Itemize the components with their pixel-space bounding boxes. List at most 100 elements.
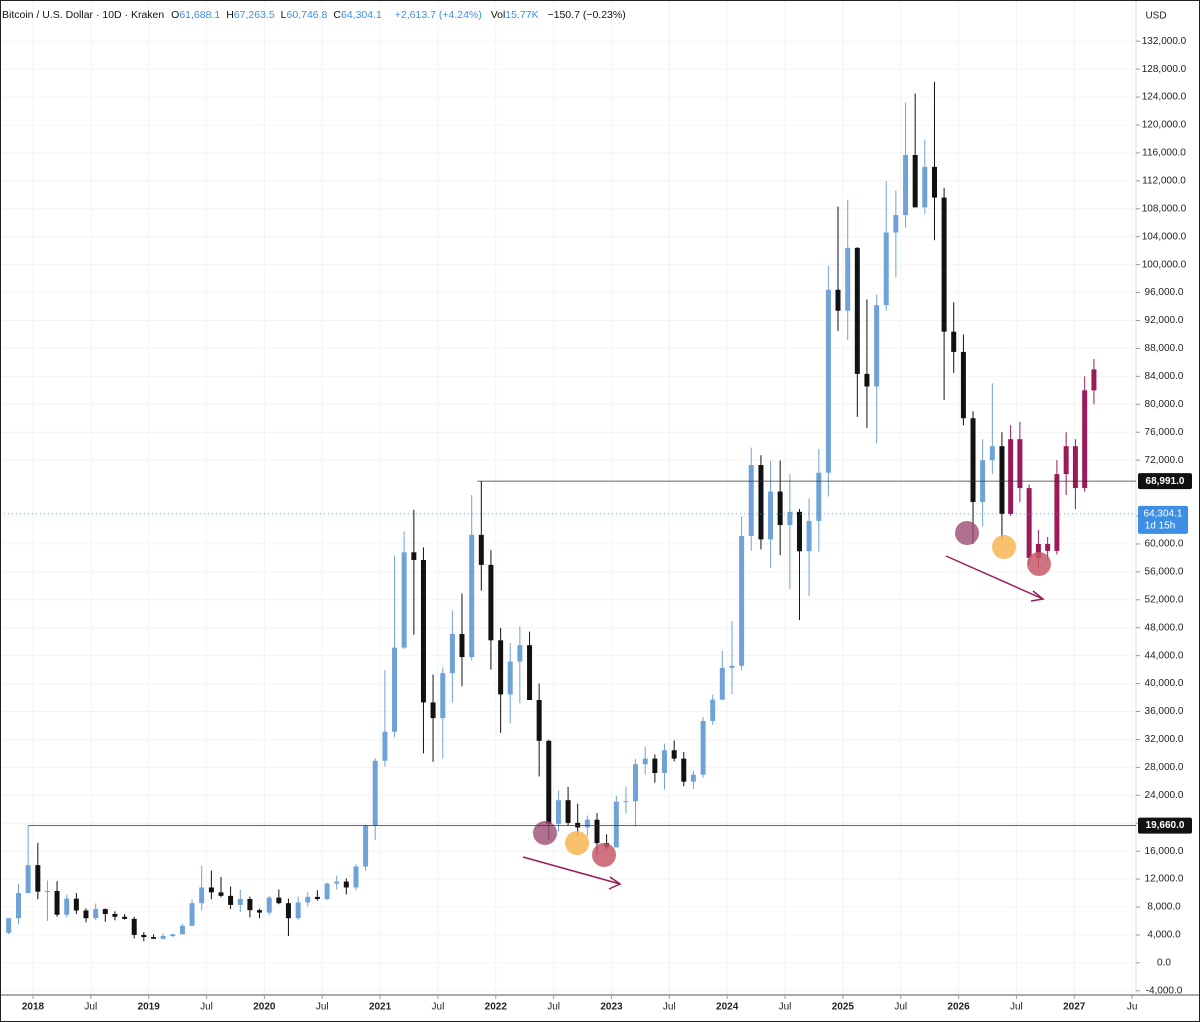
candle-body [768, 491, 774, 540]
candle-body [652, 758, 658, 773]
candle-body [1054, 474, 1060, 551]
candle-body [469, 534, 475, 658]
candle-body [189, 903, 195, 926]
y-tick-label: 100,000.0 [1142, 259, 1187, 270]
candle-body [642, 758, 648, 765]
candle-body [1035, 543, 1041, 558]
y-tick-label: 24,000.0 [1145, 790, 1184, 801]
candle-body [73, 898, 79, 911]
level-label: 19,660.0 [1146, 820, 1185, 831]
candle-body [247, 898, 253, 911]
legend-header: Bitcoin / U.S. Dollar · 10D · Kraken O61… [2, 9, 630, 21]
y-tick-label: 116,000.0 [1142, 148, 1186, 159]
candle-body [305, 896, 311, 903]
candle-body [1017, 439, 1023, 489]
candle-body [459, 634, 465, 658]
level-label: 68,991.0 [1146, 476, 1185, 487]
marker-circle [533, 821, 557, 845]
candle-body [758, 465, 764, 540]
candle-body [411, 552, 417, 560]
marker-circle [565, 831, 589, 855]
candle-body [6, 918, 12, 933]
vol-label: Vol [490, 9, 506, 21]
candle-body [16, 893, 22, 919]
x-tick-label: 2026 [947, 1002, 970, 1013]
candle-body [54, 890, 60, 915]
candle-body [970, 418, 976, 503]
candle-body [893, 215, 899, 233]
candle-body [131, 918, 137, 935]
candle-body [739, 535, 745, 666]
change: +2,613.7 (+4.24%) [394, 9, 482, 21]
candle-body [864, 373, 870, 387]
y-tick-label: 128,000.0 [1142, 64, 1187, 75]
candle-body [276, 897, 282, 904]
x-tick-label: Jul [432, 1002, 445, 1013]
y-tick-label: -4,000.0 [1146, 985, 1183, 996]
y-tick-label: 80,000.0 [1145, 399, 1184, 410]
candle-body [102, 909, 108, 915]
candle-body [112, 914, 118, 917]
x-tick-label: 2027 [1063, 1002, 1086, 1013]
candle-body [420, 559, 426, 703]
x-tick-label: Jul [84, 1002, 97, 1013]
y-tick-label: 4,000.0 [1147, 930, 1181, 941]
trend-arrow [945, 555, 1045, 602]
candle-body [854, 247, 860, 374]
candle-body [594, 819, 600, 844]
candle-body [363, 825, 369, 867]
x-tick-label: Jul [200, 1002, 213, 1013]
y-tick-label: 36,000.0 [1145, 706, 1184, 717]
candle-body [353, 866, 359, 888]
candle-body [661, 750, 667, 773]
candle-body [1045, 543, 1051, 551]
x-tick-label: 2019 [138, 1002, 161, 1013]
x-tick-label: 2024 [716, 1002, 739, 1013]
candle-body [64, 898, 70, 915]
countdown-label: 1d 15h [1145, 521, 1176, 532]
marker-circle [1027, 552, 1051, 576]
candle-body [633, 764, 639, 802]
candle-body [517, 645, 523, 662]
candle-body [835, 289, 841, 311]
candle-body [449, 634, 455, 674]
candle-body [719, 667, 725, 700]
y-tick-label: 32,000.0 [1145, 734, 1184, 745]
candle-body [806, 520, 812, 552]
y-tick-label: 56,000.0 [1145, 567, 1184, 578]
x-tick-label: Ju [1127, 1002, 1138, 1013]
y-tick-label: 84,000.0 [1145, 371, 1184, 382]
vol: 15.77K [505, 9, 539, 21]
candle-body [1072, 446, 1078, 489]
candle-body [401, 552, 407, 648]
y-tick-label: 40,000.0 [1145, 678, 1184, 689]
ohlc-value: 64,304.1 [340, 9, 382, 21]
candle-body [922, 166, 928, 208]
candle-body [334, 881, 340, 884]
candle-body [787, 511, 793, 526]
y-tick-label: 16,000.0 [1145, 846, 1184, 857]
y-tick-label: 48,000.0 [1145, 622, 1184, 633]
y-tick-label: 72,000.0 [1145, 455, 1184, 466]
y-tick-label: 92,000.0 [1145, 315, 1184, 326]
x-tick-label: Jul [779, 1002, 792, 1013]
x-tick-label: Jul [316, 1002, 329, 1013]
candle-body [555, 800, 561, 824]
x-tick-label: 2023 [600, 1002, 623, 1013]
candle-body [343, 881, 349, 888]
candle-body [25, 865, 31, 894]
candle-body [816, 472, 822, 521]
candle-body [903, 155, 909, 216]
candle-body [372, 760, 378, 826]
x-tick-label: 2020 [253, 1002, 276, 1013]
last-price-box [1138, 505, 1188, 534]
y-tick-label: 112,000.0 [1142, 175, 1186, 186]
candle-body [681, 758, 687, 782]
candle-body [285, 903, 291, 919]
level-label-box [1138, 473, 1192, 490]
candle-body [160, 935, 166, 939]
candle-body [748, 465, 754, 536]
candle-body [382, 731, 388, 761]
y-tick-label: 120,000.0 [1142, 120, 1187, 131]
